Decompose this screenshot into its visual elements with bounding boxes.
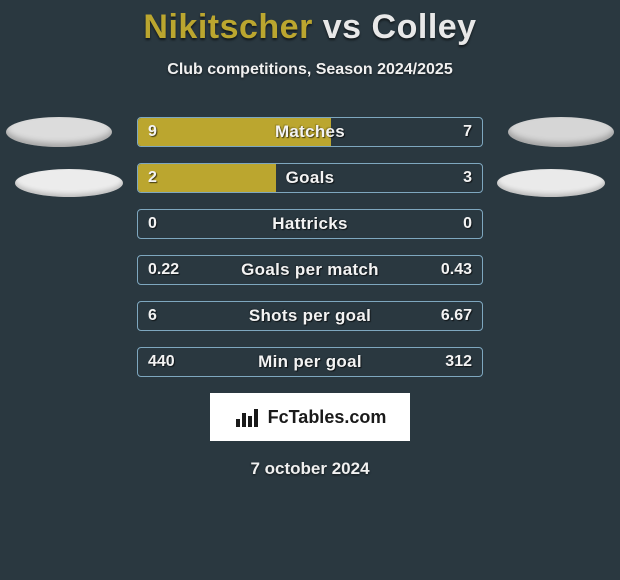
- stat-label: Goals per match: [138, 256, 482, 284]
- player2-name: Colley: [372, 8, 477, 46]
- title-vs: vs: [323, 8, 362, 46]
- player1-badge-1: [6, 117, 112, 147]
- stat-row: 23Goals: [137, 163, 483, 193]
- stat-row: 66.67Shots per goal: [137, 301, 483, 331]
- stat-row: 0.220.43Goals per match: [137, 255, 483, 285]
- stat-row: 440312Min per goal: [137, 347, 483, 377]
- comparison-title: Nikitscher vs Colley: [0, 0, 620, 47]
- player2-badge-1: [508, 117, 614, 147]
- player1-badge-2: [15, 169, 123, 197]
- bar-chart-icon: [234, 405, 262, 429]
- stat-label: Matches: [138, 118, 482, 146]
- stat-label: Goals: [138, 164, 482, 192]
- stat-row: 97Matches: [137, 117, 483, 147]
- player2-badge-2: [497, 169, 605, 197]
- player1-name: Nikitscher: [143, 8, 312, 46]
- stat-label: Shots per goal: [138, 302, 482, 330]
- stat-label: Hattricks: [138, 210, 482, 238]
- subtitle: Club competitions, Season 2024/2025: [0, 61, 620, 79]
- snapshot-date: 7 october 2024: [0, 459, 620, 479]
- comparison-chart: 97Matches 23Goals 00Hattricks 0.220.43Goals…: [0, 117, 620, 377]
- stat-label: Min per goal: [138, 348, 482, 376]
- stat-row: 00Hattricks: [137, 209, 483, 239]
- fctables-logo: FcTables.com: [210, 393, 410, 441]
- logo-text: FcTables.com: [268, 407, 387, 428]
- stat-rows: 97Matches 23Goals 00Hattricks 0.220.43Goals…: [137, 117, 483, 377]
